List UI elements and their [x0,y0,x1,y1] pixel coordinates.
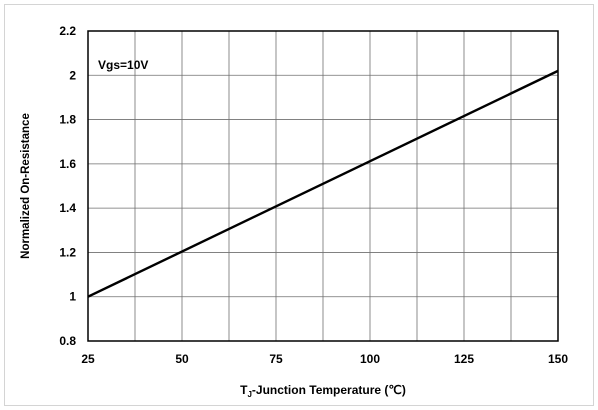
x-axis-label: TJ-Junction Temperature (℃) [240,383,406,399]
plot-border [87,30,559,342]
x-tick-label: 50 [175,352,189,366]
chart-svg: 25 50 75 100 125 150 0.8 1 1.2 1.4 1.6 1.8 2 2.2 Vgs… [20,24,568,399]
y-tick-label: 0.8 [59,334,76,348]
x-tick-label: 75 [269,352,283,366]
y-tick-label: 2.2 [59,24,76,38]
y-tick-label: 1.6 [59,157,76,171]
y-tick-label: 1.4 [59,201,76,215]
x-axis-label-subscript: J [247,390,251,399]
series-layer [87,69,559,298]
y-tick-label: 2 [69,68,76,82]
y-tick-label: 1.2 [59,245,76,259]
x-tick-label: 100 [360,352,380,366]
y-axis-label: Normalized On-Resistance [20,113,32,259]
series-line [87,69,559,298]
x-tick-label: 125 [454,352,474,366]
x-tick-label: 25 [81,352,95,366]
chart-frame: 25 50 75 100 125 150 0.8 1 1.2 1.4 1.6 1.8 2 2.2 Vgs… [4,4,594,406]
x-tick-labels: 25 50 75 100 125 150 [81,352,568,366]
chart-annotation: Vgs=10V [98,58,148,72]
y-tick-labels: 0.8 1 1.2 1.4 1.6 1.8 2 2.2 [59,24,76,348]
y-tick-label: 1.8 [59,113,76,127]
x-axis-label-rest: -Junction Temperature (℃) [252,383,406,397]
x-tick-label: 150 [548,352,568,366]
y-tick-label: 1 [69,290,76,304]
grid-lines [88,31,558,341]
x-axis-label-main: T [240,383,248,397]
